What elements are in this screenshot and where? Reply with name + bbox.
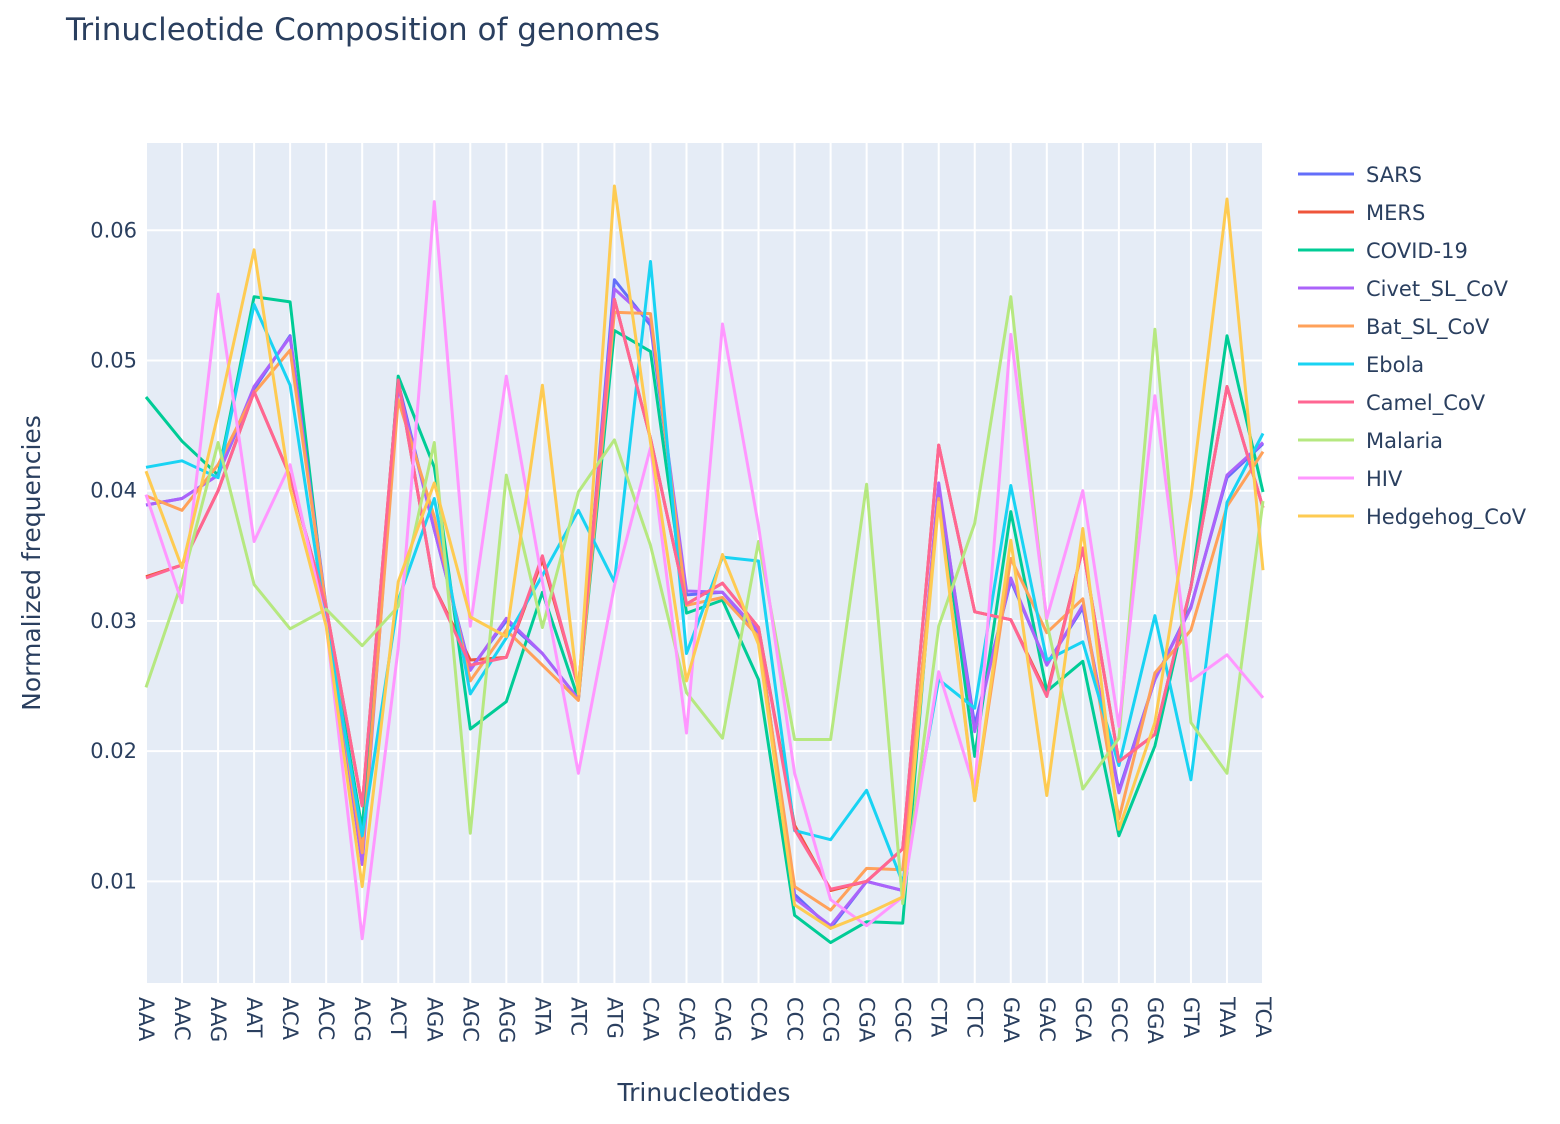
legend-label: COVID-19 xyxy=(1366,239,1468,263)
x-tick-label: CCA xyxy=(747,997,771,1041)
y-tick-label: 0.05 xyxy=(90,348,137,372)
x-tick-label: CCG xyxy=(819,997,843,1043)
legend-label: Civet_SL_CoV xyxy=(1366,277,1509,302)
y-tick-label: 0.04 xyxy=(90,479,137,503)
x-tick-label: CAA xyxy=(638,997,662,1042)
x-tick-label: AGC xyxy=(458,997,482,1042)
y-tick-labels: 0.01 0.02 0.03 0.04 0.05 0.06 xyxy=(90,218,137,893)
x-tick-label: CAG xyxy=(711,997,735,1042)
series-line-malaria xyxy=(144,295,1265,906)
chart-title: Trinucleotide Composition of genomes xyxy=(66,12,661,48)
x-tick-label: AAA xyxy=(134,997,158,1042)
x-tick-label: GGA xyxy=(1143,997,1167,1045)
legend-label: SARS xyxy=(1366,163,1422,187)
x-tick-label: CTC xyxy=(963,997,987,1038)
legend-item[interactable]: SARS xyxy=(1298,163,1422,187)
x-tick-label: GTA xyxy=(1179,997,1203,1039)
legend-item[interactable]: Civet_SL_CoV xyxy=(1298,277,1509,302)
legend-item[interactable]: HIV xyxy=(1298,467,1403,491)
series-layer xyxy=(144,184,1265,945)
x-tick-label: CGA xyxy=(855,997,879,1043)
legend-label: MERS xyxy=(1366,201,1425,225)
legend-label: Hedgehog_CoV xyxy=(1366,505,1527,530)
legend-item[interactable]: Hedgehog_CoV xyxy=(1298,505,1527,530)
y-tick-label: 0.02 xyxy=(90,739,137,763)
legend-item[interactable]: Malaria xyxy=(1298,429,1443,453)
x-tick-label: CAC xyxy=(674,997,698,1040)
x-tick-label: CTA xyxy=(927,997,951,1038)
legend-item[interactable]: Ebola xyxy=(1298,353,1424,377)
legend-item[interactable]: Bat_SL_CoV xyxy=(1298,315,1490,340)
x-tick-label: GCA xyxy=(1071,997,1095,1043)
y-tick-label: 0.06 xyxy=(90,218,137,242)
x-tick-label: ACG xyxy=(350,997,374,1042)
legend-item[interactable]: COVID-19 xyxy=(1298,239,1468,263)
x-tick-label: GCC xyxy=(1107,997,1131,1043)
x-axis-title: Trinucleotides xyxy=(617,1078,791,1107)
x-tick-label: AGG xyxy=(494,997,518,1044)
series-line-hedgehog-cov xyxy=(144,184,1265,930)
x-tick-label: TAA xyxy=(1215,996,1239,1038)
x-tick-label: TCA xyxy=(1251,996,1275,1038)
x-tick-label: CCC xyxy=(783,997,807,1041)
legend-item[interactable]: Camel_CoV xyxy=(1298,391,1486,416)
x-tick-label: AAT xyxy=(242,997,266,1038)
x-tick-label: AAC xyxy=(170,997,194,1041)
x-tick-label: CGC xyxy=(891,997,915,1043)
legend-item[interactable]: MERS xyxy=(1298,201,1425,225)
legend-label: HIV xyxy=(1366,467,1403,491)
series-line-ebola xyxy=(145,260,1265,885)
x-tick-label: ATA xyxy=(530,997,554,1036)
x-tick-label: AGA xyxy=(422,997,446,1042)
legend-label: Ebola xyxy=(1366,353,1424,377)
x-tick-label: ACA xyxy=(278,997,302,1041)
legend-label: Malaria xyxy=(1366,429,1443,453)
legend-label: Bat_SL_CoV xyxy=(1366,315,1490,340)
x-tick-label: ACC xyxy=(314,997,338,1040)
x-tick-labels: AAA AAC AAG AAT ACA ACC ACG ACT AGA AGC AGG ATA ATC A… xyxy=(134,996,1275,1045)
x-tick-label: ACT xyxy=(386,997,410,1039)
grid-lines-y xyxy=(146,229,1263,883)
y-tick-label: 0.03 xyxy=(90,609,137,633)
x-tick-label: ATC xyxy=(566,997,590,1036)
x-tick-label: GAA xyxy=(999,997,1023,1043)
y-tick-label: 0.01 xyxy=(90,869,137,893)
y-axis-title: Normalized frequencies xyxy=(17,415,46,711)
legend: SARS MERS COVID-19 Civet_SL_CoV Bat_SL_CoV Eb… xyxy=(1298,163,1527,530)
legend-label: Camel_CoV xyxy=(1366,391,1486,416)
x-tick-label: ATG xyxy=(602,997,626,1039)
x-tick-label: AAG xyxy=(206,997,230,1042)
x-tick-label: GAC xyxy=(1035,997,1059,1042)
